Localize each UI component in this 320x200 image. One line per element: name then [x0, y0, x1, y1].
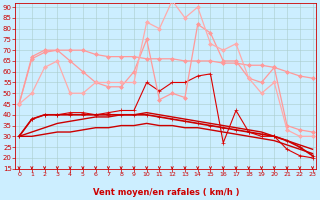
- X-axis label: Vent moyen/en rafales ( km/h ): Vent moyen/en rafales ( km/h ): [92, 188, 239, 197]
